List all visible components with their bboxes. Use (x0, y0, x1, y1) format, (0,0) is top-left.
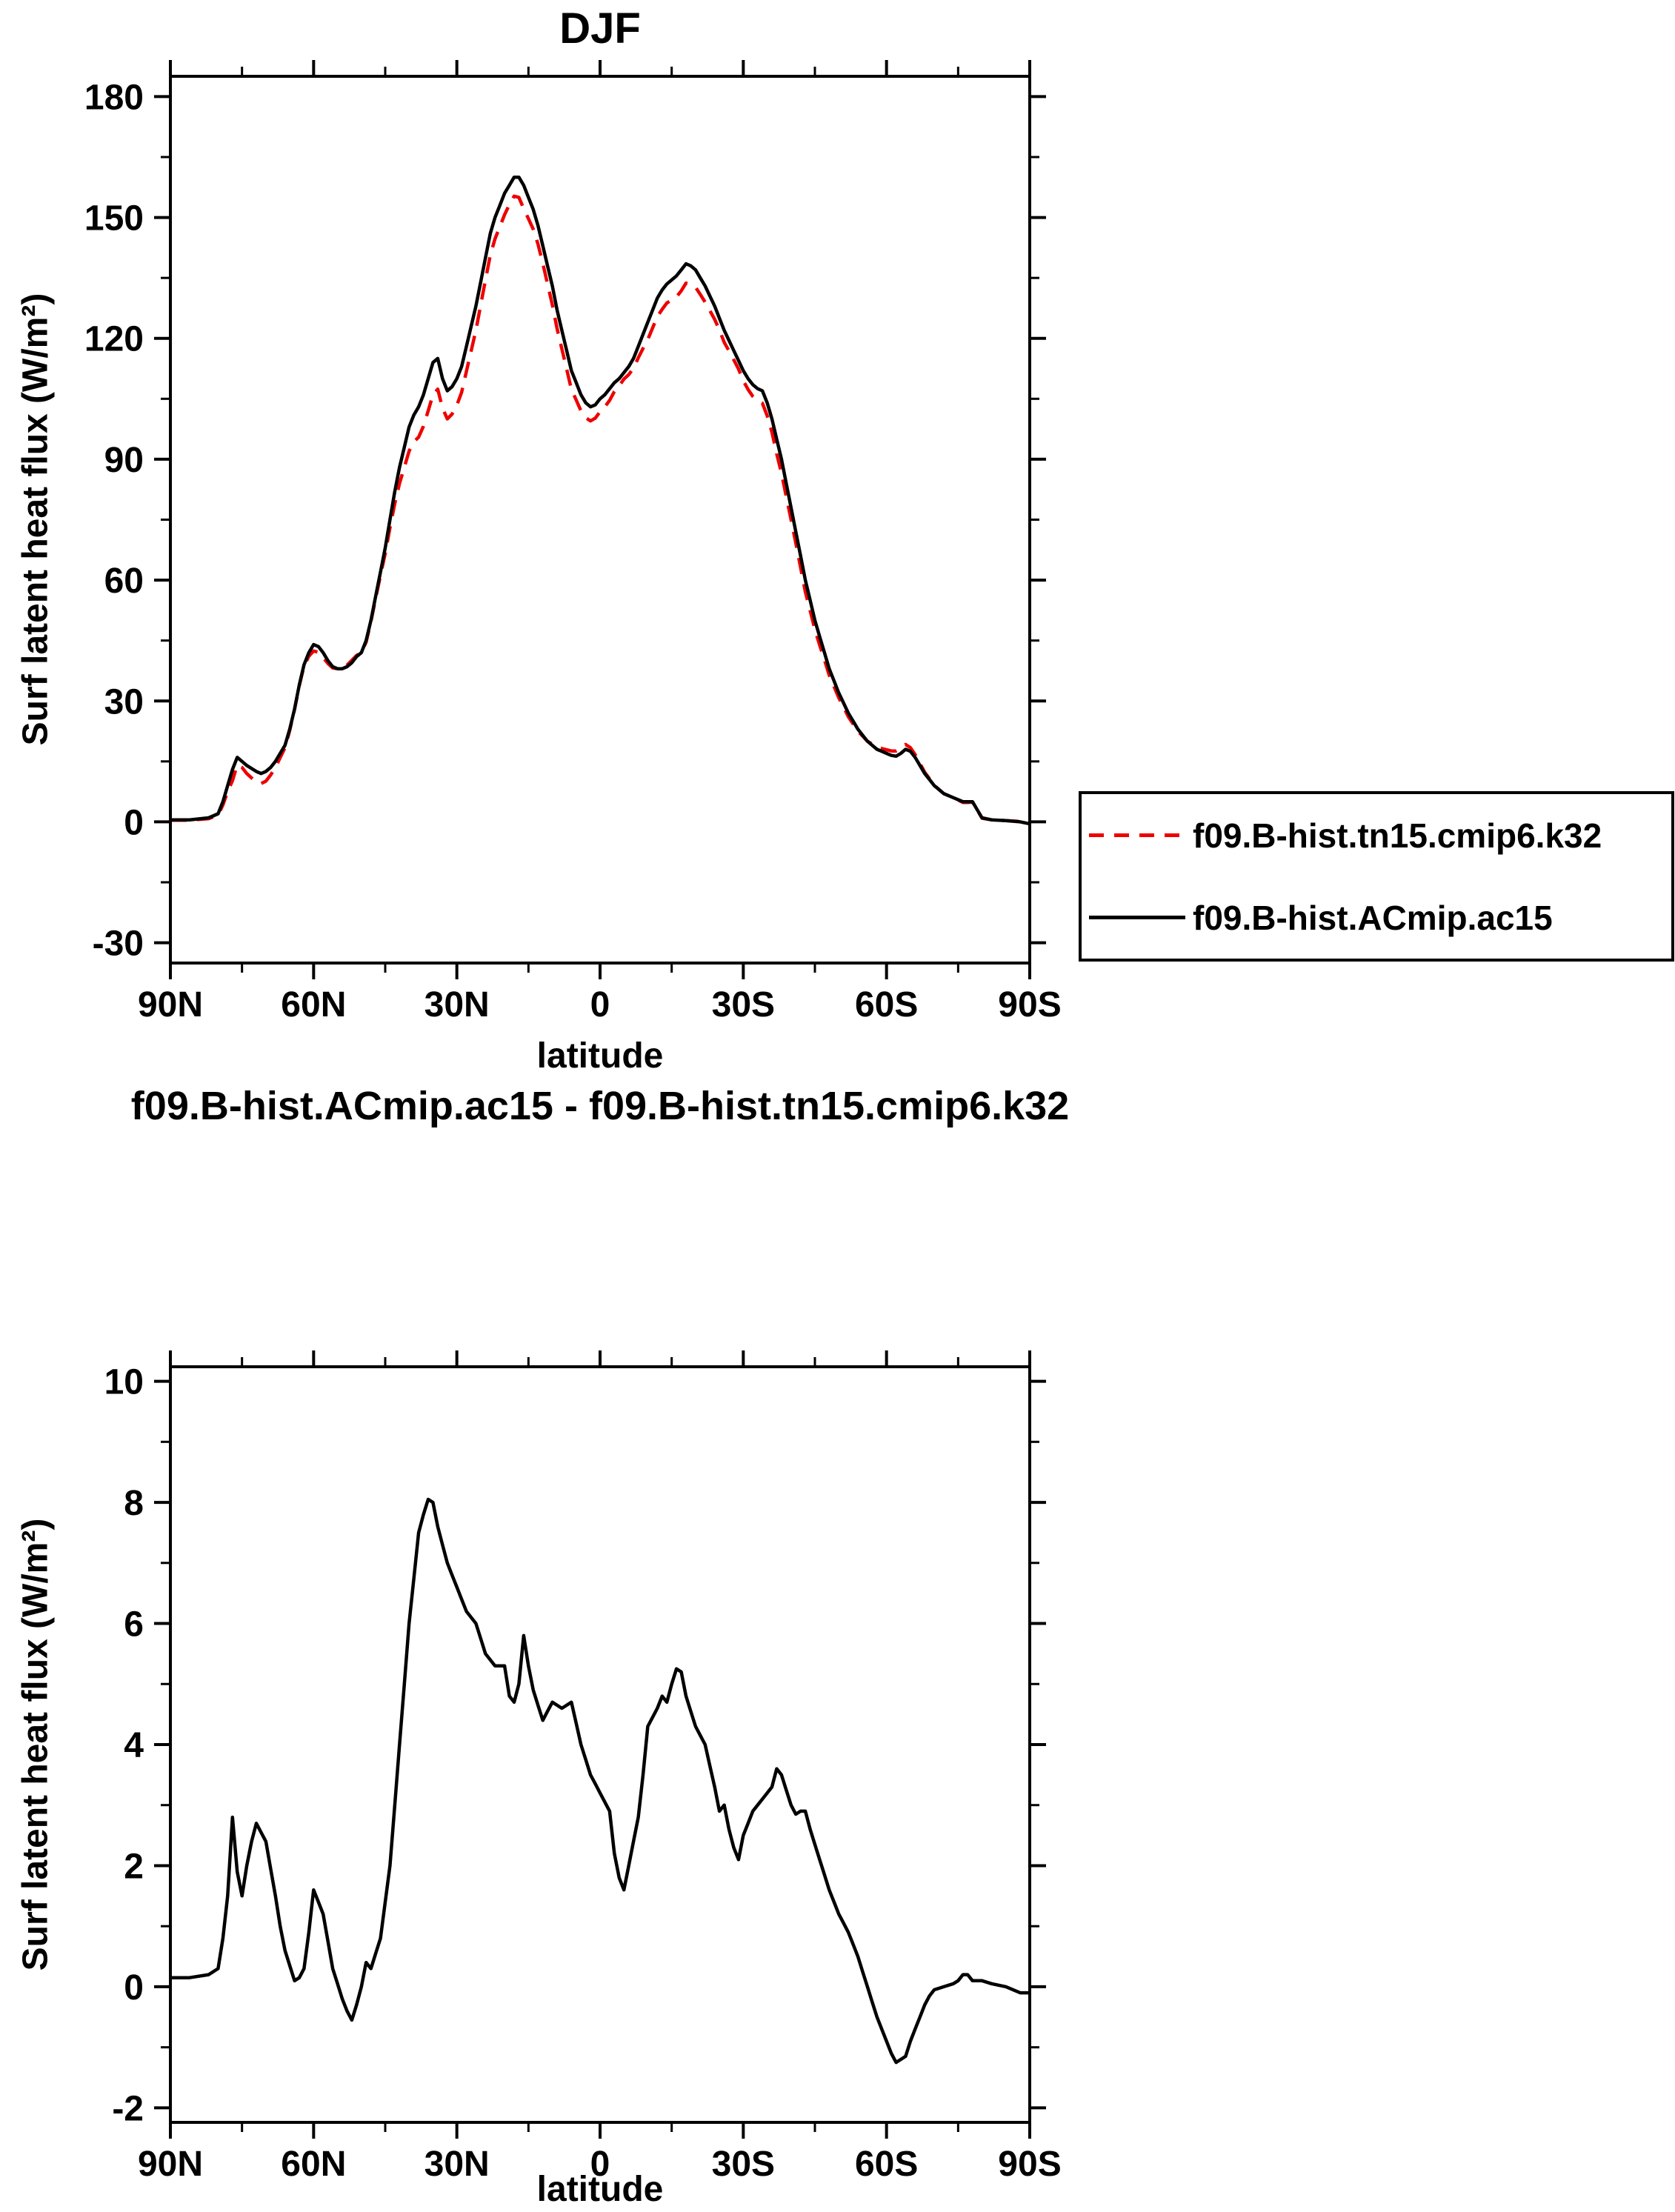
svg-text:60N: 60N (281, 985, 346, 1025)
legend-dashed-red-line-sample (1089, 833, 1185, 837)
svg-text:30S: 30S (712, 2145, 775, 2184)
svg-text:180: 180 (84, 78, 144, 117)
top-chart-svg: 90N 60N 30N 0 30S 60S 90S -30 0 30 60 90 120 150 180 (84, 60, 1062, 1025)
svg-text:30N: 30N (424, 985, 490, 1025)
svg-text:0: 0 (590, 985, 610, 1025)
svg-text:0: 0 (124, 1968, 144, 2008)
legend-label-tn15: f09.B-hist.tn15.cmip6.k32 (1193, 816, 1602, 855)
svg-text:90S: 90S (998, 2145, 1061, 2184)
svg-text:8: 8 (124, 1484, 144, 1523)
top-chart-x-axis-label: latitude (536, 1036, 664, 1076)
svg-text:150: 150 (84, 199, 144, 239)
svg-text:30S: 30S (712, 985, 775, 1025)
svg-text:60N: 60N (281, 2145, 346, 2184)
svg-text:90N: 90N (138, 2145, 203, 2184)
svg-text:-2: -2 (112, 2089, 144, 2128)
svg-text:120: 120 (84, 320, 144, 359)
svg-text:30: 30 (104, 682, 144, 722)
svg-text:60S: 60S (855, 985, 918, 1025)
svg-text:0: 0 (124, 803, 144, 842)
bottom-chart-x-axis-label: latitude (536, 2170, 664, 2209)
legend-entry-tn15: f09.B-hist.tn15.cmip6.k32 (1082, 794, 1671, 876)
bottom-chart-y-axis-label: Surf latent heat flux (W/m²) (16, 1518, 56, 1971)
svg-text:90: 90 (104, 441, 144, 480)
svg-text:60S: 60S (855, 2145, 918, 2184)
top-chart-title: DJF (559, 4, 641, 53)
legend-entry-acmip: f09.B-hist.ACmip.ac15 (1082, 876, 1671, 959)
svg-text:0: 0 (590, 2145, 610, 2184)
bottom-chart-svg: 90N 60N 30N 0 30S 60S 90S -2 0 2 4 6 8 10 (104, 1350, 1062, 2184)
svg-text:-30: -30 (93, 925, 144, 964)
legend-label-acmip: f09.B-hist.ACmip.ac15 (1193, 898, 1553, 937)
svg-text:90N: 90N (138, 985, 203, 1025)
svg-text:4: 4 (124, 1726, 144, 1765)
svg-text:60: 60 (104, 562, 144, 601)
bottom-chart-title: f09.B-hist.ACmip.ac15 - f09.B-hist.tn15.… (130, 1084, 1070, 1128)
svg-text:30N: 30N (424, 2145, 490, 2184)
legend-solid-black-line-sample (1089, 916, 1185, 919)
svg-text:10: 10 (104, 1363, 144, 1402)
svg-text:6: 6 (124, 1605, 144, 1645)
svg-text:90S: 90S (998, 985, 1061, 1025)
legend: f09.B-hist.tn15.cmip6.k32 f09.B-hist.ACm… (1079, 791, 1674, 962)
svg-text:2: 2 (124, 1847, 144, 1886)
top-chart-y-axis-label: Surf latent heat flux (W/m²) (16, 293, 56, 746)
